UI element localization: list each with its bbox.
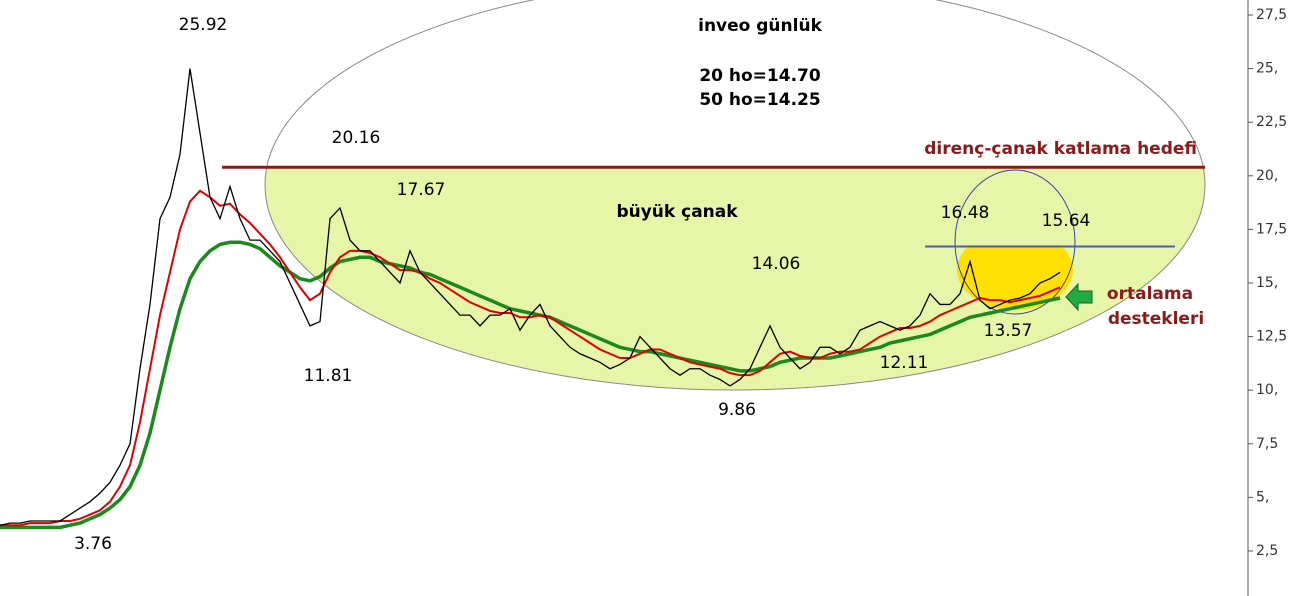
legend-entry: 20 ho=14.70 (699, 66, 821, 86)
annotation: ortalama (1107, 284, 1193, 304)
blue-circle (954, 169, 1076, 315)
annotation: 9.86 (718, 400, 756, 420)
y-tick-label: 20, (1256, 168, 1278, 184)
bowl-outline (264, 0, 1206, 391)
y-tick-label: 15, (1256, 275, 1278, 291)
annotation: 14.06 (752, 254, 801, 274)
annotation: 16.48 (941, 203, 990, 223)
annotation: 25.92 (179, 15, 228, 35)
annotation: büyük çanak (616, 202, 738, 222)
annotation: 20.16 (332, 128, 381, 148)
y-tick-label: 10, (1256, 382, 1278, 398)
annotation: 15.64 (1042, 211, 1091, 231)
y-tick-label: 25, (1256, 61, 1278, 77)
bowl-fill (265, 167, 1205, 390)
series-line (0, 189, 1061, 527)
annotation: 13.57 (984, 321, 1033, 341)
reference-label: direnç-çanak katlama hedefi (924, 139, 1197, 159)
annotation: destekleri (1108, 309, 1204, 329)
y-tick-label: 2,5 (1256, 543, 1278, 559)
annotation: 17.67 (397, 180, 446, 200)
y-tick-label: 12,5 (1256, 329, 1287, 345)
legend-entry: 50 ho=14.25 (699, 90, 820, 110)
annotation: 12.11 (880, 353, 929, 373)
series-line (0, 240, 1061, 530)
y-tick-label: 5, (1256, 489, 1269, 505)
arrow (1065, 282, 1093, 312)
series-line (0, 68, 1061, 526)
annotation: 3.76 (74, 534, 112, 554)
chart-title: inveo günlük (698, 16, 822, 36)
annotation: 11.81 (304, 366, 353, 386)
y-tick-label: 17,5 (1256, 221, 1287, 237)
y-tick-label: 27,5 (1256, 7, 1287, 23)
y-tick-label: 7,5 (1256, 436, 1278, 452)
y-tick-label: 22,5 (1256, 114, 1287, 130)
